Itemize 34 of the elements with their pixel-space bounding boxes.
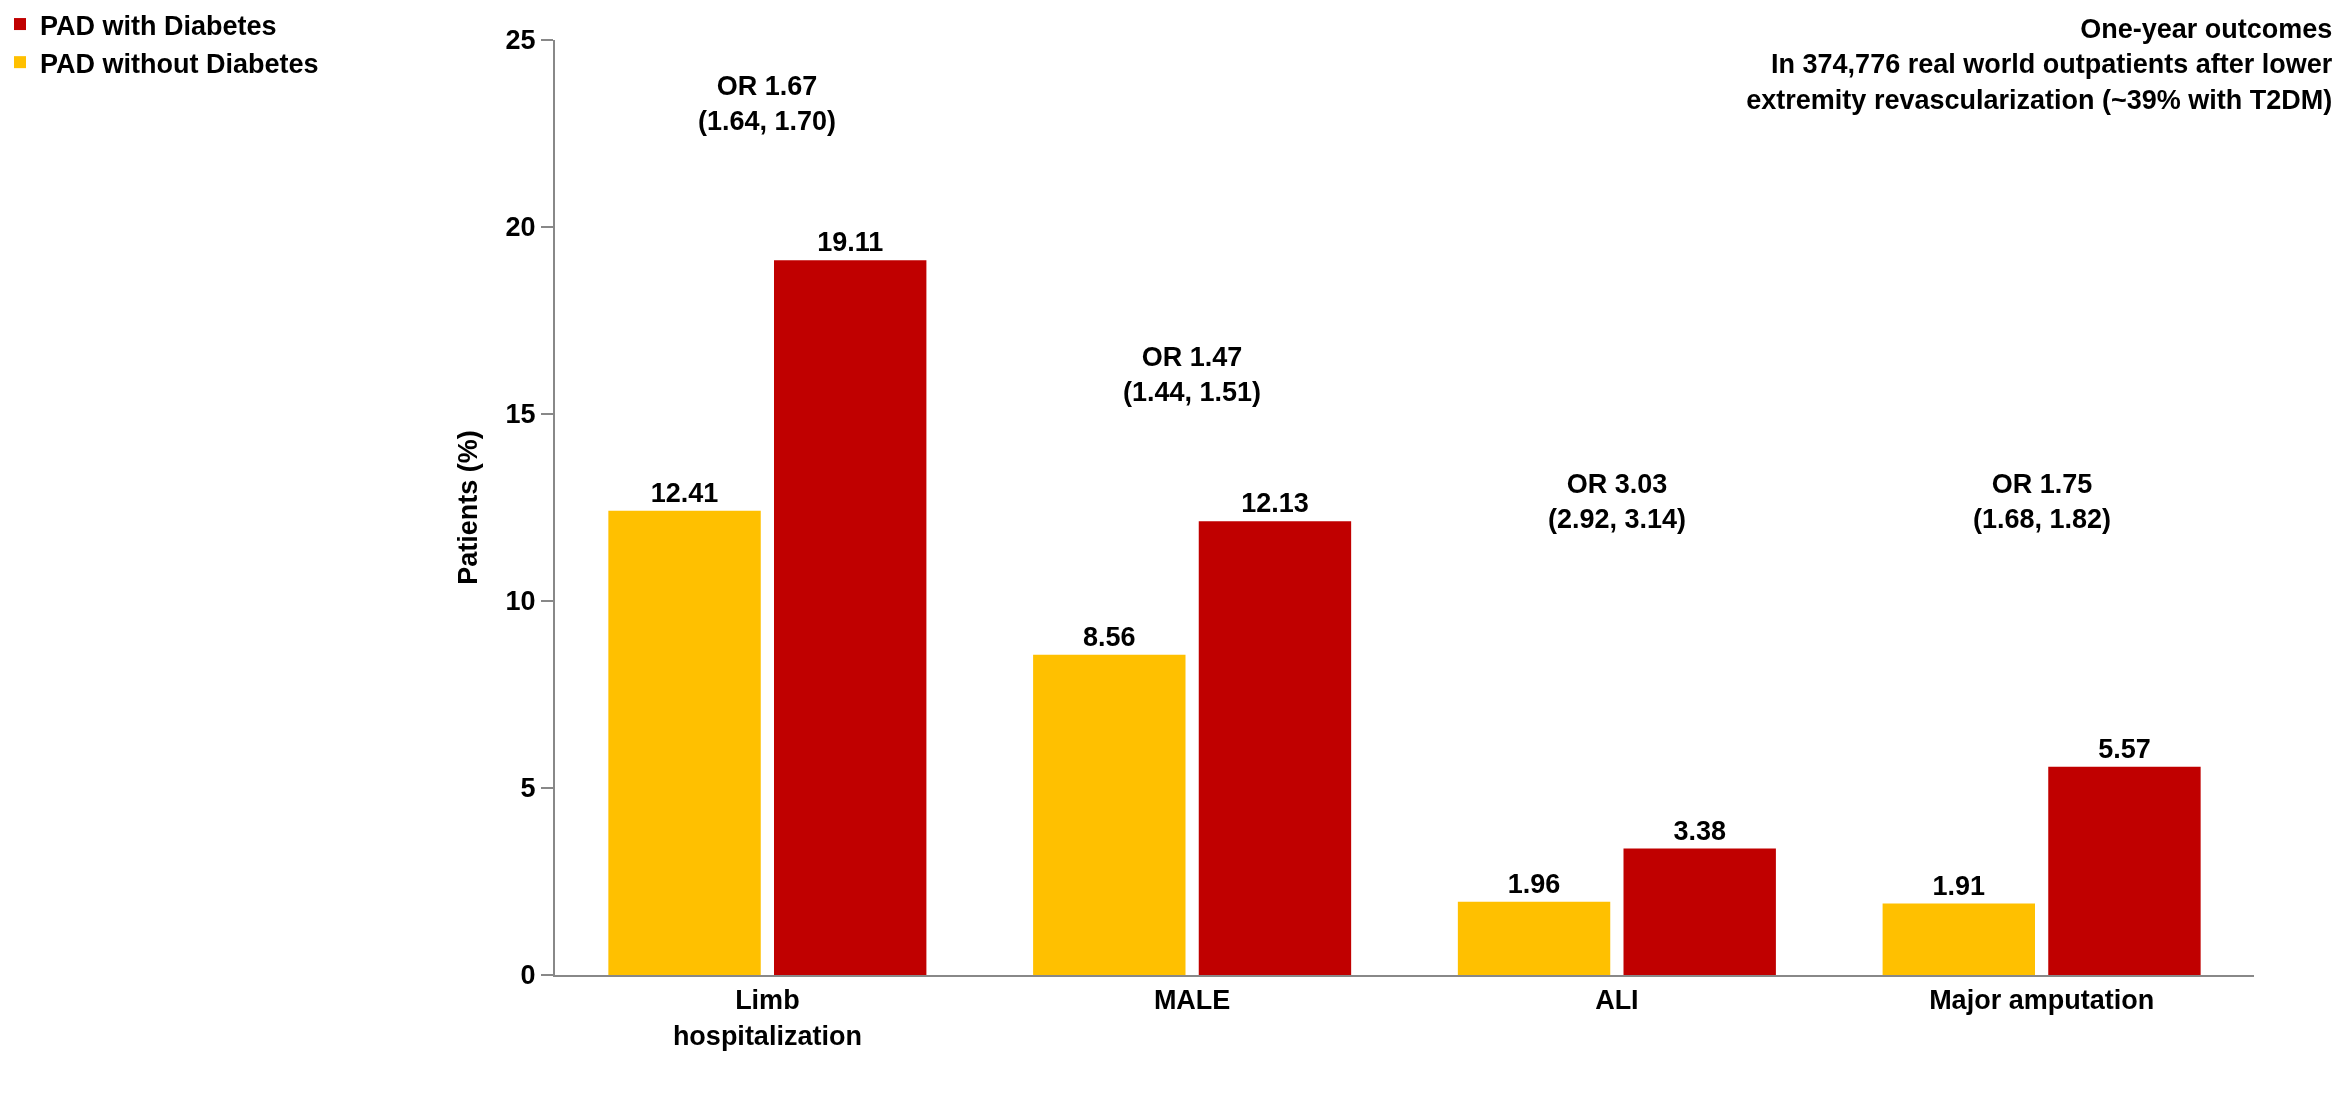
y-tick-label: 5 [520,773,536,804]
x-tick-label: MALE [1153,985,1231,1016]
legend-label: PAD with Diabetes [40,10,277,41]
bar [1457,901,1611,975]
data-label: 12.41 [650,477,719,508]
annotation: OR 1.67 (1.64, 1.70) [698,71,837,137]
annotation: OR 1.75 (1.68, 1.82) [1973,469,2112,535]
annotation: OR 3.03 (2.92, 3.14) [1548,469,1687,535]
chart-title: One-year outcomes In 374,776 real world outpatients after lower extremity revascularization (~39% with T2DM) [1746,14,2333,115]
data-label: 19.11 [817,227,884,258]
bar [1198,521,1352,975]
y-tick-label: 25 [505,25,536,56]
data-label: 5.57 [2098,733,2151,764]
bar [1623,848,1776,975]
x-tick-label: Limb hospitalization [672,985,862,1051]
bar [1033,654,1186,975]
data-label: 12.13 [1241,488,1309,519]
y-tick-label: 20 [505,212,536,243]
data-label: 1.91 [1932,870,1986,901]
x-tick-label: Major amputation [1929,985,2155,1016]
data-label: 3.38 [1673,815,1726,846]
bar [608,510,761,975]
data-label: 1.96 [1507,868,1561,899]
annotation: OR 1.47 (1.44, 1.51) [1123,342,1262,408]
bar [774,260,927,975]
y-tick-label: 15 [505,399,536,430]
bar [1882,903,2035,975]
y-axis-title: Patients (%) [453,430,484,585]
legend-label: PAD without Diabetes [40,48,319,79]
x-tick-label: ALI [1595,985,1639,1016]
y-tick-label: 0 [520,960,536,991]
y-tick-label: 10 [505,586,536,617]
bar [2048,766,2201,975]
data-label: 8.56 [1083,621,1136,652]
